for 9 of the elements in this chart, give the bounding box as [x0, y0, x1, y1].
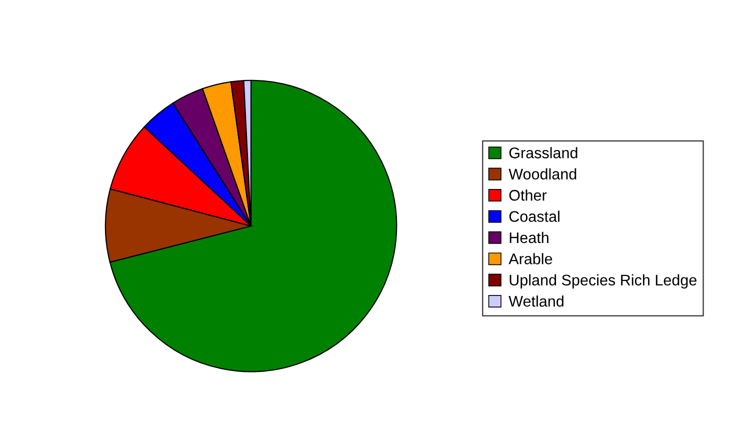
legend-label: Wetland	[508, 295, 564, 307]
legend-label: Arable	[508, 253, 552, 264]
legend-label: Woodland	[508, 168, 576, 180]
legend-label: Grassland	[509, 147, 578, 158]
legend-label: Heath	[510, 232, 548, 244]
legend-label: Upland Species Rich Ledge	[510, 274, 696, 289]
legend-label: Coastal	[509, 210, 560, 222]
pie-slice	[109, 80, 398, 372]
legend-label: Other	[509, 190, 547, 201]
